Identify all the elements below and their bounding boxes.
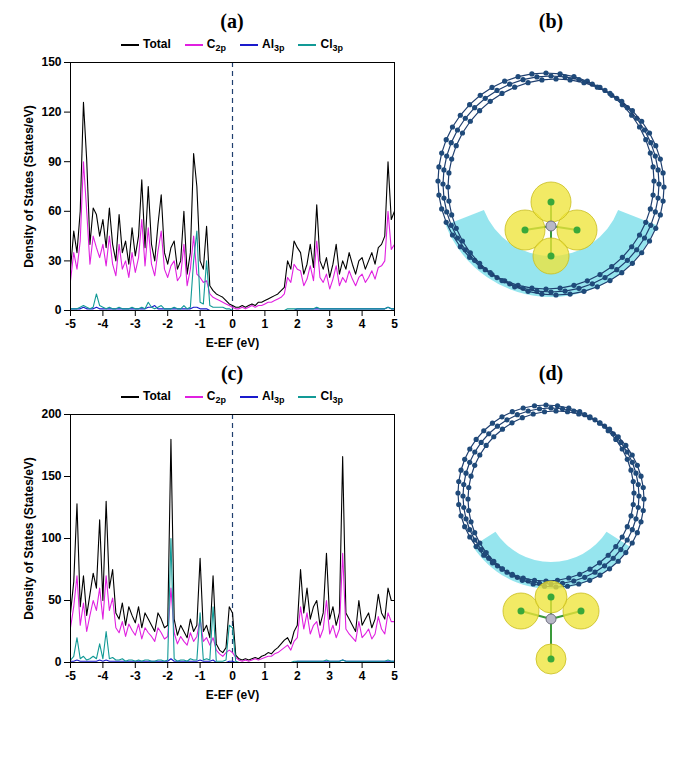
svg-text:-5: -5 <box>65 669 76 683</box>
html-text:Al3p: Al3p <box>262 37 285 54</box>
html-text:(d): (d) <box>538 362 564 384</box>
svg-text:30: 30 <box>48 254 62 268</box>
svg-text:-5: -5 <box>65 317 76 331</box>
svg-text:0: 0 <box>55 303 62 317</box>
svg-text:2: 2 <box>294 317 301 331</box>
svg-text:0: 0 <box>229 669 236 683</box>
svg-text:60: 60 <box>48 204 62 218</box>
svg-text:50: 50 <box>48 593 62 607</box>
svg-text:100: 100 <box>41 531 61 545</box>
html-text:Cl3p: Cl3p <box>320 389 343 406</box>
html-text:C2p: C2p <box>206 37 226 54</box>
svg-text:90: 90 <box>48 155 62 169</box>
svg-text:E-EF (eV): E-EF (eV) <box>206 336 259 350</box>
svg-text:3: 3 <box>326 317 333 331</box>
svg-text:-1: -1 <box>195 317 206 331</box>
svg-text:5: 5 <box>391 669 398 683</box>
svg-text:4: 4 <box>359 317 366 331</box>
svg-text:E-EF (eV): E-EF (eV) <box>206 688 259 702</box>
svg-text:150: 150 <box>41 469 61 483</box>
svg-text:2: 2 <box>294 669 301 683</box>
svg-text:0: 0 <box>229 317 236 331</box>
svg-text:-1: -1 <box>195 669 206 683</box>
html-text:C2p: C2p <box>206 389 226 406</box>
html-text:Total: Total <box>143 37 171 51</box>
html-text:(b): (b) <box>538 10 564 32</box>
svg-text:-2: -2 <box>162 317 173 331</box>
svg-text:Density of States (States/eV): Density of States (States/eV) <box>22 457 36 620</box>
svg-text:120: 120 <box>41 105 61 119</box>
svg-text:-4: -4 <box>98 669 109 683</box>
svg-text:0: 0 <box>55 655 62 669</box>
html-text:Cl3p: Cl3p <box>320 37 343 54</box>
svg-text:-2: -2 <box>162 669 173 683</box>
html-text:(c): (c) <box>220 362 244 384</box>
svg-text:-4: -4 <box>98 317 109 331</box>
svg-text:150: 150 <box>41 55 61 69</box>
svg-text:1: 1 <box>262 669 269 683</box>
svg-text:3: 3 <box>326 669 333 683</box>
svg-text:Density of States (States/eV): Density of States (States/eV) <box>22 105 36 268</box>
html-text:Al3p: Al3p <box>262 389 285 406</box>
html-text:Total: Total <box>143 389 171 403</box>
html-text:(a): (a) <box>220 10 244 32</box>
svg-text:-3: -3 <box>130 317 141 331</box>
svg-text:-3: -3 <box>130 669 141 683</box>
svg-text:4: 4 <box>359 669 366 683</box>
svg-text:5: 5 <box>391 317 398 331</box>
svg-text:1: 1 <box>262 317 269 331</box>
svg-text:200: 200 <box>41 407 61 421</box>
